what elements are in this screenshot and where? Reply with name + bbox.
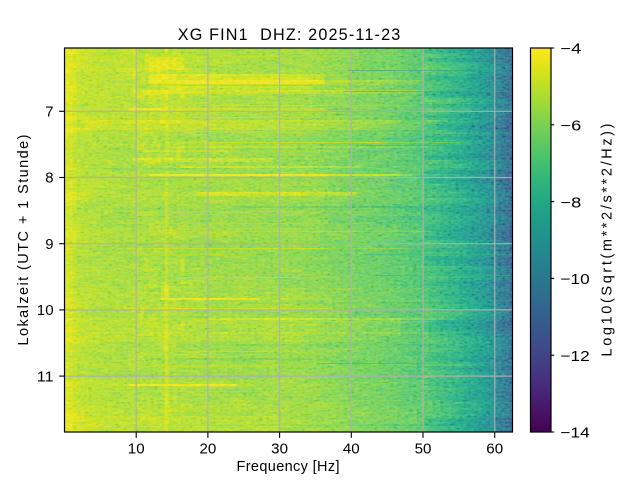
- svg-text:10: 10: [37, 303, 54, 319]
- svg-text:8: 8: [45, 171, 53, 187]
- svg-text:−14: −14: [561, 426, 590, 442]
- svg-text:7: 7: [45, 105, 53, 121]
- svg-text:Lokalzeit (UTC + 1 Stunde): Lokalzeit (UTC + 1 Stunde): [16, 135, 32, 346]
- svg-text:20: 20: [200, 441, 217, 457]
- svg-text:9: 9: [45, 237, 53, 253]
- svg-text:11: 11: [37, 369, 54, 385]
- svg-text:60: 60: [486, 441, 503, 457]
- svg-text:−12: −12: [561, 349, 590, 365]
- svg-text:−6: −6: [561, 118, 582, 134]
- svg-text:30: 30: [271, 441, 288, 457]
- svg-text:−10: −10: [561, 272, 590, 288]
- svg-text:50: 50: [415, 441, 432, 457]
- svg-text:−4: −4: [561, 42, 582, 58]
- svg-text:XG FIN1 DHZ: 2025-11-23: XG FIN1 DHZ: 2025-11-23: [178, 26, 401, 44]
- svg-text:−8: −8: [561, 195, 582, 211]
- svg-text:10: 10: [128, 441, 145, 457]
- svg-text:40: 40: [343, 441, 360, 457]
- svg-text:Frequency [Hz]: Frequency [Hz]: [237, 459, 340, 475]
- svg-text:Log10(Sqrt(m**2/s**2/Hz)): Log10(Sqrt(m**2/s**2/Hz)): [600, 123, 616, 356]
